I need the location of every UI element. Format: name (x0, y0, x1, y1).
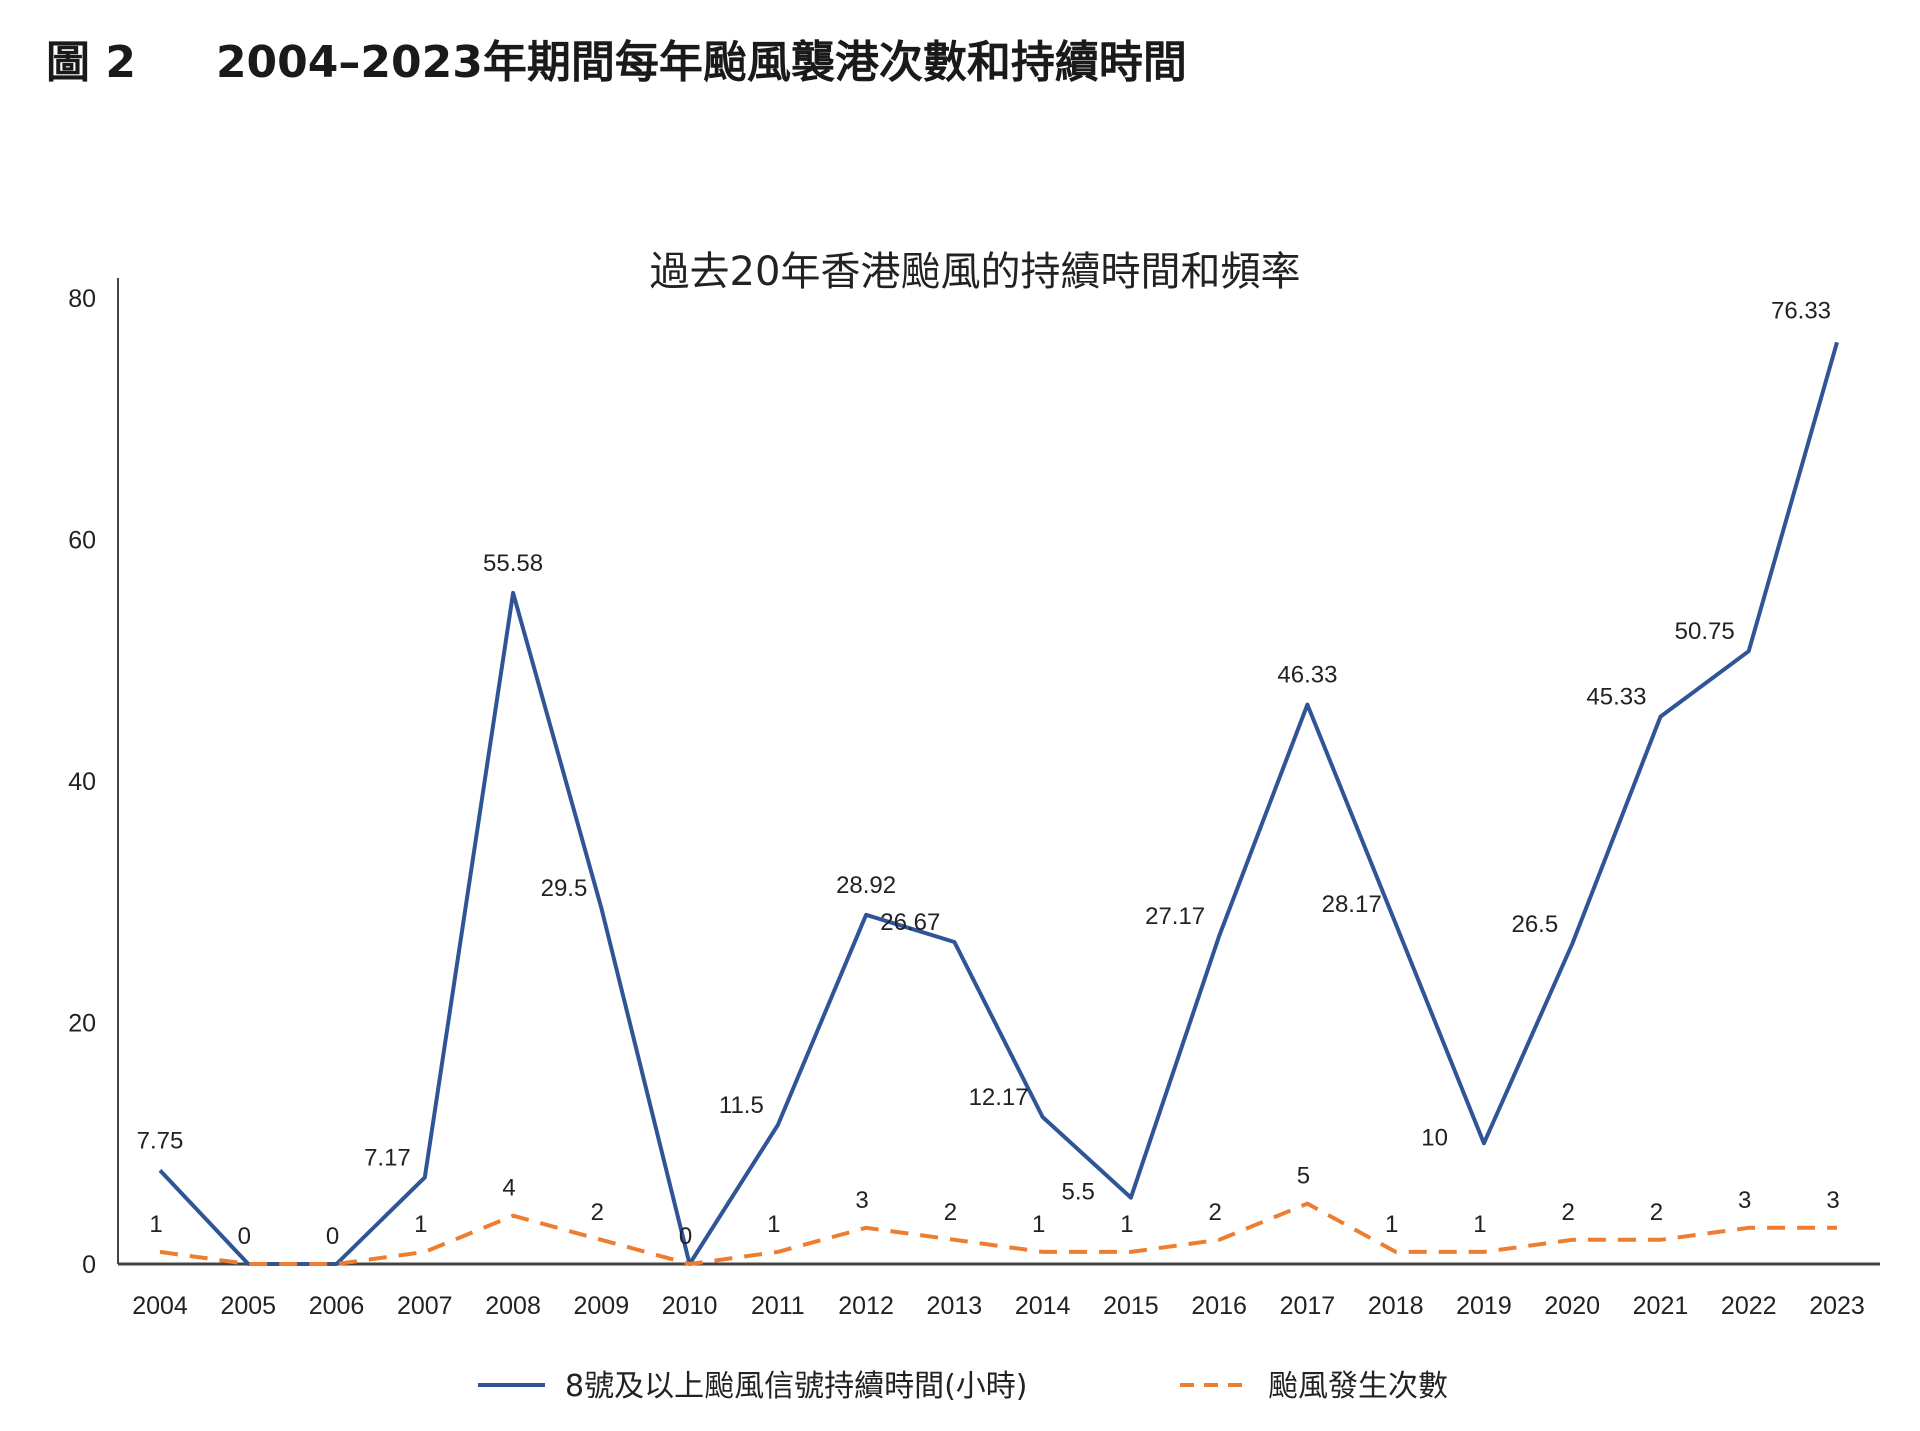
x-tick-label: 2020 (1544, 1292, 1600, 1320)
count-data-label: 2 (1650, 1199, 1663, 1226)
x-tick-label: 2006 (309, 1292, 365, 1320)
figure-title: 2004–2023年期間每年颱風襲港次數和持續時間 (215, 37, 1187, 88)
figure-header: 圖 2 2004–2023年期間每年颱風襲港次數和持續時間 (46, 28, 1187, 88)
duration-data-label: 76.33 (1771, 297, 1831, 324)
count-data-label: 4 (502, 1175, 515, 1202)
count-data-label: 3 (1738, 1187, 1751, 1214)
duration-data-label: 27.17 (1145, 903, 1205, 930)
duration-data-label: 28.92 (836, 872, 896, 899)
count-data-label: 1 (149, 1211, 162, 1238)
chart-legend: 8號及以上颱風信號持續時間(小時) 颱風發生次數 (478, 1369, 1448, 1404)
duration-data-label: 7.17 (364, 1144, 411, 1171)
duration-data-label: 50.75 (1675, 618, 1735, 645)
x-tick-label: 2018 (1368, 1292, 1424, 1320)
duration-data-label: 45.33 (1586, 684, 1646, 711)
data-labels: 7.75 7.17 55.58 29.5 11.5 28.92 26.67 12.17 5.5 2… (137, 297, 1840, 1250)
duration-data-label: 26.67 (880, 909, 940, 936)
series-lines (158, 341, 1839, 1266)
x-tick-label: 2012 (838, 1292, 894, 1320)
x-tick-label: 2009 (574, 1292, 630, 1320)
figure-label: 圖 2 (46, 37, 136, 88)
y-tick-label: 60 (68, 527, 96, 555)
count-data-label: 1 (1120, 1211, 1133, 1238)
count-data-label: 1 (1032, 1211, 1045, 1238)
count-data-label: 3 (855, 1187, 868, 1214)
x-tick-label: 2023 (1809, 1292, 1865, 1320)
x-axis-ticks: 2004 2005 2006 2007 2008 2009 2010 2011 2012 2013… (132, 1292, 1865, 1320)
legend-count-label: 颱風發生次數 (1268, 1369, 1448, 1404)
count-data-label: 2 (591, 1199, 604, 1226)
count-data-label: 0 (679, 1223, 692, 1250)
duration-data-label: 26.5 (1511, 911, 1558, 938)
count-data-label: 1 (1473, 1211, 1486, 1238)
count-data-label: 1 (414, 1211, 427, 1238)
count-data-label: 3 (1826, 1187, 1839, 1214)
x-tick-label: 2013 (927, 1292, 983, 1320)
count-series-line (159, 1201, 1837, 1266)
y-tick-label: 40 (68, 768, 96, 796)
chart-axes (117, 278, 1880, 1266)
count-data-label: 2 (1208, 1199, 1221, 1226)
duration-data-label: 5.5 (1062, 1179, 1095, 1206)
duration-data-label: 7.75 (137, 1127, 184, 1154)
count-data-label: 5 (1297, 1163, 1310, 1190)
duration-data-label: 12.17 (969, 1084, 1029, 1111)
count-data-label: 2 (1562, 1199, 1575, 1226)
x-tick-label: 2004 (132, 1292, 188, 1320)
count-data-label: 1 (1385, 1211, 1398, 1238)
duration-data-label: 29.5 (541, 875, 588, 902)
x-tick-label: 2021 (1633, 1292, 1689, 1320)
count-data-label: 2 (944, 1199, 957, 1226)
x-tick-label: 2008 (485, 1292, 541, 1320)
x-tick-label: 2011 (751, 1292, 805, 1320)
y-axis-ticks: 0 20 40 60 80 (68, 285, 96, 1279)
x-tick-label: 2016 (1191, 1292, 1247, 1320)
duration-data-label: 10 (1421, 1124, 1448, 1151)
x-tick-label: 2014 (1015, 1292, 1071, 1320)
duration-data-label: 46.33 (1277, 662, 1337, 689)
chart-title: 過去20年香港颱風的持續時間和頻率 (650, 249, 1301, 295)
y-tick-label: 80 (68, 285, 96, 313)
x-tick-label: 2017 (1280, 1292, 1336, 1320)
x-tick-label: 2015 (1103, 1292, 1159, 1320)
duration-data-label: 11.5 (719, 1092, 764, 1119)
x-tick-label: 2007 (397, 1292, 453, 1320)
legend-duration-label: 8號及以上颱風信號持續時間(小時) (565, 1369, 1028, 1404)
x-tick-label: 2010 (662, 1292, 718, 1320)
duration-series-line (158, 341, 1839, 1266)
duration-data-label: 28.17 (1322, 891, 1382, 918)
y-tick-label: 0 (82, 1251, 96, 1279)
x-tick-label: 2019 (1456, 1292, 1512, 1320)
y-tick-label: 20 (68, 1010, 96, 1038)
count-data-label: 1 (767, 1211, 780, 1238)
count-data-label: 0 (238, 1223, 251, 1250)
x-tick-label: 2022 (1721, 1292, 1777, 1320)
count-data-label: 0 (326, 1223, 339, 1250)
duration-data-label: 55.58 (483, 550, 543, 577)
x-tick-label: 2005 (220, 1292, 276, 1320)
